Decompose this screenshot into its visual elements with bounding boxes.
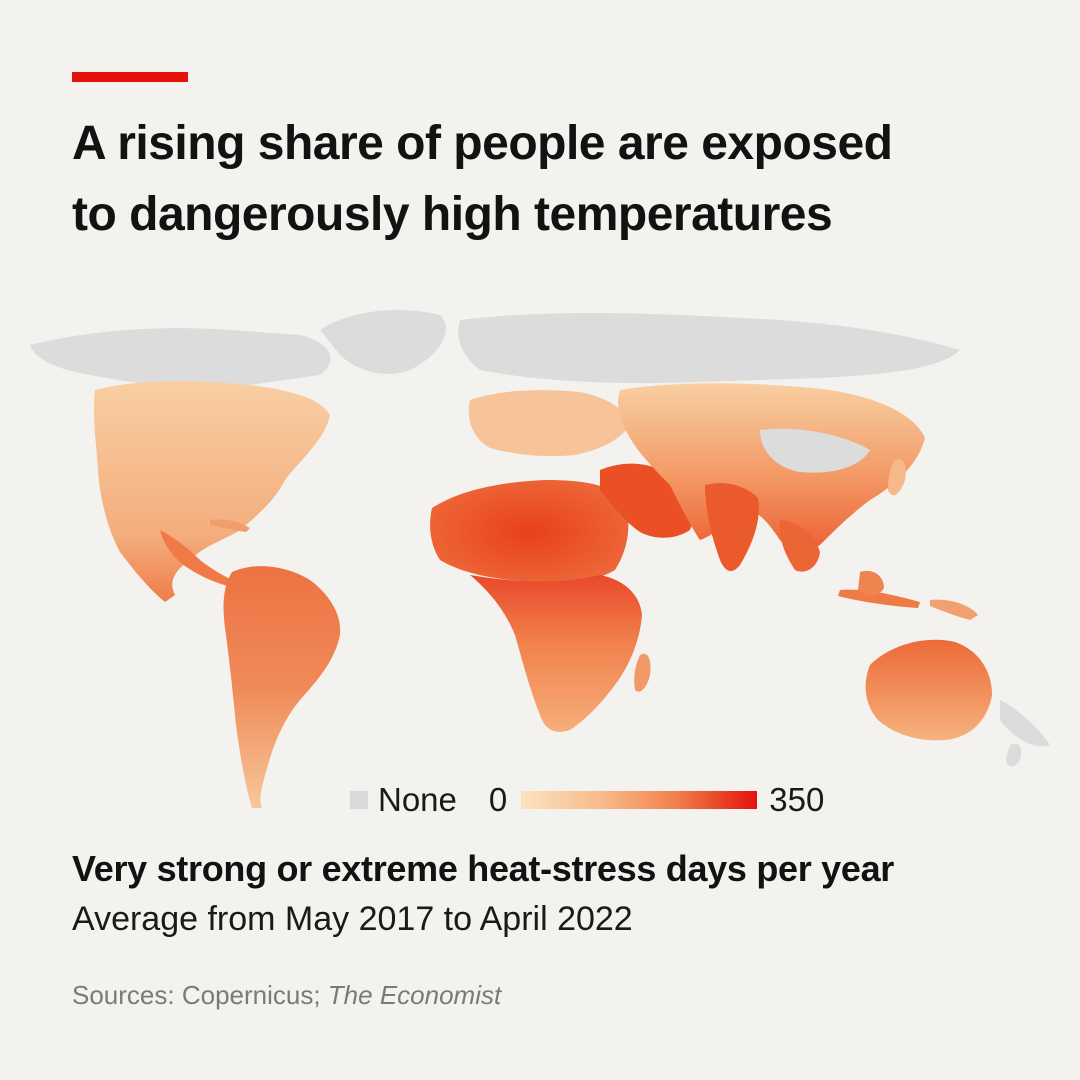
india (705, 483, 759, 572)
accent-bar (72, 72, 188, 82)
europe (468, 390, 630, 457)
legend-none-swatch (350, 791, 368, 809)
japan (888, 458, 906, 496)
indonesia (838, 589, 920, 608)
central-asia-low (760, 428, 870, 473)
legend-min-label: 0 (488, 781, 508, 818)
world-heat-stress-map (30, 310, 1050, 808)
source-publication: The Economist (327, 980, 502, 1010)
south-america (223, 566, 341, 808)
asia (618, 383, 925, 552)
title-line-2: to dangerously high temperatures (72, 188, 833, 241)
southeast-asia (779, 520, 820, 572)
chart-subtitle: Very strong or extreme heat-stress days … (72, 848, 895, 889)
chart-title: A rising share of people are exposed to … (72, 108, 1012, 250)
australia (865, 639, 992, 741)
chart-date-range: Average from May 2017 to April 2022 (72, 900, 633, 938)
caribbean (210, 519, 250, 532)
madagascar (634, 653, 651, 692)
new-zealand (1006, 743, 1022, 767)
north-america (93, 381, 330, 602)
legend-color-ramp (521, 791, 758, 809)
legend-none-label: None (378, 781, 457, 818)
borneo (858, 570, 884, 596)
map-legend: None 0 350 (350, 780, 824, 820)
central-america (160, 530, 232, 586)
sub-saharan-africa (470, 575, 642, 732)
legend-max-label: 350 (769, 781, 825, 818)
title-line-1: A rising share of people are exposed (72, 117, 893, 170)
new-guinea (930, 599, 978, 620)
source-note: Sources: Copernicus; The Economist (72, 980, 501, 1011)
source-prefix: Sources: Copernicus; (72, 980, 328, 1010)
north-africa (430, 480, 629, 584)
